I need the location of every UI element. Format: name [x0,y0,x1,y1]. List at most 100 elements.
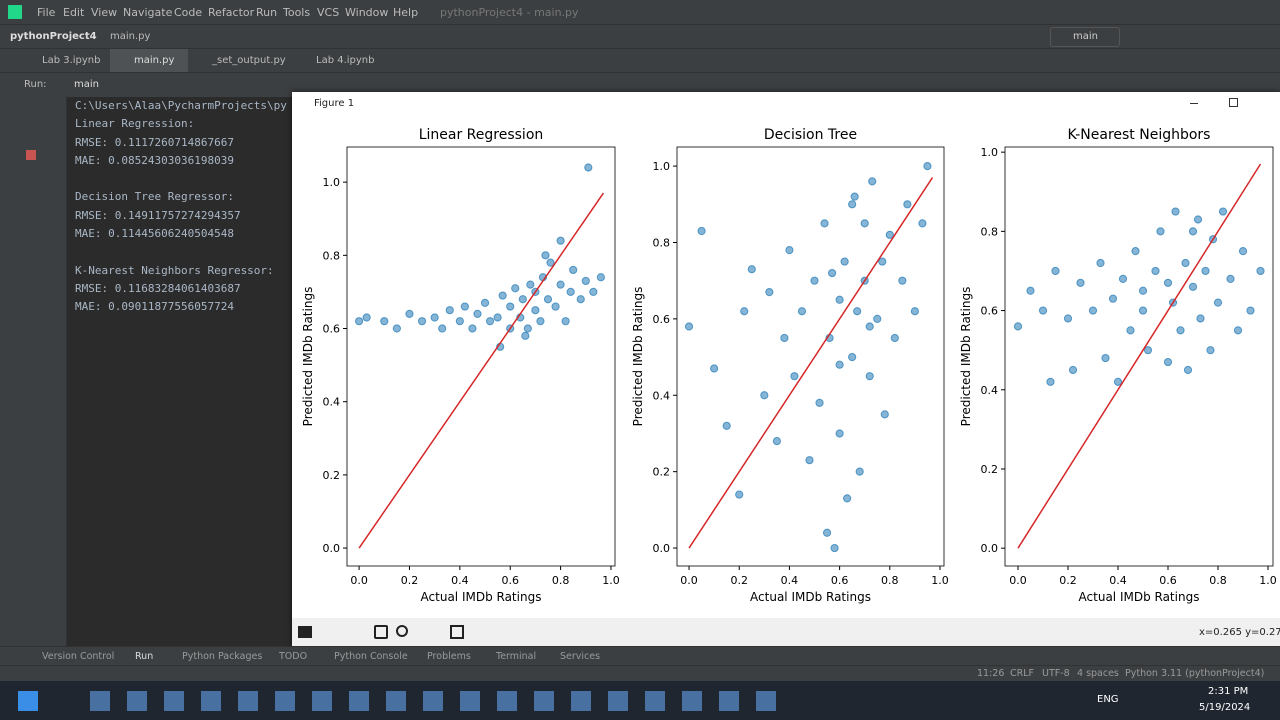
scatter-point [362,313,371,322]
scatter-point [1246,306,1255,315]
start-button[interactable] [18,691,38,711]
chart-title: Decision Tree [764,127,857,143]
menu-item[interactable]: Refactor [208,6,255,19]
menu-item[interactable]: Run [256,6,278,19]
scatter-point [1118,274,1128,283]
reference-line [688,177,934,549]
status-item[interactable]: Python 3.11 (pythonProject4) [1125,668,1265,679]
x-tick-label: 0.6 [501,574,518,587]
scatter-point [898,276,907,285]
tool-window[interactable]: Problems [427,651,471,662]
scatter-point [765,288,774,297]
scatter-point [1256,266,1265,276]
x-tick-label: 0.8 [552,574,570,587]
tab[interactable]: _set_output.py [212,55,286,66]
scatter-point [460,302,469,311]
tool-window[interactable]: TODO [279,651,308,662]
menu-item[interactable]: Edit [63,6,85,19]
home-button[interactable] [298,626,312,638]
scatter-point [546,258,555,267]
chart-title: Linear Regression [419,127,544,143]
y-tick-label: 0.8 [981,225,999,238]
scatter-point [820,219,829,228]
zoom-button[interactable] [396,625,408,637]
tool-window[interactable]: Version Control [42,651,115,662]
run-label: Run: [24,79,47,90]
maximize[interactable] [1229,98,1238,107]
scatter-point [1193,215,1203,224]
input-language[interactable]: ENG [1097,694,1119,705]
menu-item[interactable]: File [37,6,56,19]
x-tick-label: 0.0 [680,574,698,587]
status-item[interactable]: CRLF [1010,668,1034,679]
scatter-point [868,177,877,186]
scatter-point [1226,274,1235,283]
tool-window[interactable]: Terminal [496,651,537,662]
y-tick-label: 0.4 [323,396,341,409]
x-tick-label: 0.4 [781,574,799,587]
scatter-point [1171,207,1180,216]
scatter-point [697,226,706,236]
y-tick-label: 1.0 [323,176,341,189]
clock-time[interactable]: 2:31 PM [1208,686,1249,697]
console-line: MAE: 0.08524303036198039 [75,154,234,167]
tab[interactable]: Lab 4.ipynb [316,55,375,66]
scatter-point [556,236,565,245]
menu-item[interactable]: Help [393,6,419,19]
scatter-point [865,322,874,331]
y-tick-label: 0.8 [653,236,671,249]
scatter-point [584,163,593,172]
y-tick-label: 0.6 [653,313,671,326]
scatter-point [392,324,401,333]
stop-button[interactable] [26,150,36,160]
taskbar-apps[interactable] [90,691,780,711]
minimize[interactable] [1190,103,1198,104]
y-tick-label: 0.2 [653,466,671,479]
status-item[interactable]: 4 spaces [1077,668,1119,679]
scatter-point [438,324,447,333]
y-tick-label: 0.6 [323,323,341,336]
tool-window[interactable]: Python Console [334,651,408,662]
scatter-point [1188,282,1198,291]
axes-frame [676,146,945,567]
menu-item[interactable]: Navigate [123,6,173,19]
scatter-point [747,265,756,274]
tool-window[interactable]: Services [560,651,601,662]
run-toolbar [20,96,67,646]
scatter-point [785,246,794,255]
menu-item[interactable]: Code [174,6,203,19]
y-axis-label: Predicted IMDb Ratings [631,287,645,427]
run-config-name[interactable]: main [74,79,99,90]
pan-button[interactable] [374,625,388,639]
tab[interactable]: Lab 3.ipynb [42,55,101,66]
menu-item[interactable]: Tools [283,6,311,19]
scatter-point [468,324,477,333]
scatter-point [493,313,502,322]
scatter-point [551,302,560,311]
scatter-point [473,309,482,318]
menu-item[interactable]: VCS [317,6,340,19]
y-tick-label: 1.0 [981,146,999,159]
status-item[interactable]: 11:26 [977,668,1005,679]
file-crumb[interactable]: main.py [110,31,151,42]
scatter-point [1138,286,1148,295]
menu-item[interactable]: View [91,6,118,19]
tool-window[interactable]: Run [135,651,154,662]
menu-item[interactable]: Window [345,6,389,19]
scatter-point [569,265,578,275]
scatter-point [1046,377,1055,386]
y-tick-label: 1.0 [653,160,671,173]
y-axis-label: Predicted IMDb Ratings [301,287,315,427]
y-tick-label: 0.8 [323,249,341,262]
clock-date[interactable]: 5/19/2024 [1199,702,1251,713]
save-button[interactable] [450,625,464,639]
reference-line [358,192,605,549]
project-name[interactable]: pythonProject4 [10,31,97,42]
run-config[interactable]: main [1050,27,1120,47]
scatter-point [1188,227,1198,236]
tool-window[interactable]: Python Packages [182,651,263,662]
scatter-point [1206,346,1215,355]
status-item[interactable]: UTF-8 [1042,668,1070,679]
console-line: RMSE: 0.14911757274294357 [75,209,241,222]
scatter-point [840,257,849,266]
